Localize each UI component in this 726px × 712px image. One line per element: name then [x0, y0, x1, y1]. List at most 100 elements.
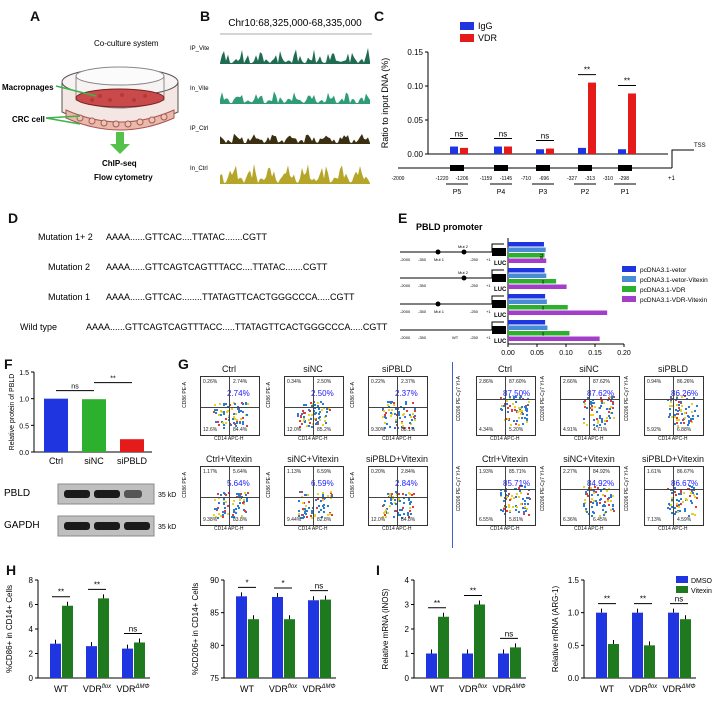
sig-label: *	[245, 578, 248, 587]
e-mark: -250	[470, 335, 479, 340]
quad-ul: 2.66%	[563, 379, 578, 385]
quad-ur: 2.37%	[401, 379, 416, 385]
ytick-label: 2	[29, 650, 34, 659]
quad-lr: 84.8%	[401, 517, 416, 523]
flow-xlabel: CD14 APC-H	[574, 436, 604, 442]
quad-ur: 6.59%	[317, 469, 332, 475]
c-primer-box	[450, 165, 464, 171]
c-bar-igg	[494, 146, 502, 154]
c-ytick-label: 0.15	[407, 48, 423, 57]
ytick-label: 3	[405, 601, 410, 610]
sig-label: **	[604, 595, 610, 604]
flow-plot-title: siNC	[303, 364, 323, 374]
quad-ll: 6.36%	[563, 517, 578, 523]
flow-ylabel: CD206 PE-Cy7 YI-A	[456, 376, 462, 422]
flow-dots	[561, 377, 619, 435]
quad-highlight: 2.74%	[227, 389, 250, 398]
quad-ur: 85.71%	[509, 469, 526, 475]
flow-plot-title: siNC+Vitexin	[287, 454, 339, 464]
xcat-label: VDRflox	[269, 684, 298, 694]
flow-xlabel: CD14 APC-H	[382, 436, 412, 442]
e-legend-label: pcDNA3.1-VDR	[640, 287, 686, 294]
c-ytick-label: 0.05	[407, 116, 423, 125]
flow-plot: 1.13% 6.59% 9.44% 82.8% 6.59%	[284, 466, 344, 526]
quad-ur: 84.92%	[593, 469, 610, 475]
f-ytick-label: 0.5	[19, 423, 29, 430]
f-sig: **	[110, 376, 116, 383]
i-legend-label: DMSO	[691, 578, 713, 585]
chip-qpcr-chart: 0.00 0.05 0.10 0.15 Ratio to input DNA (%) Ig…	[380, 21, 706, 196]
c-sig-label: **	[584, 66, 590, 75]
e-sig: **	[538, 280, 544, 284]
region-label: Chr10:68,325,000-68,335,000	[228, 18, 362, 29]
c-bar-vdr	[588, 82, 596, 154]
track-label-3: In_Ctrl	[190, 166, 208, 172]
quad-ll: 4.34%	[479, 427, 494, 433]
quad-highlight: 5.64%	[227, 479, 250, 488]
e-mark: Mut 1	[434, 309, 445, 314]
quad-highlight: 87.62%	[587, 389, 615, 398]
flow-plot: 0.20% 2.84% 12.0% 84.8% 2.84%	[368, 466, 428, 526]
e-title: PBLD promoter	[416, 222, 483, 232]
e-mark: -250	[470, 309, 479, 314]
xcat-label: VDRflox	[629, 684, 658, 694]
e-mark: -2000	[400, 309, 411, 314]
c-legend-swatch	[460, 22, 474, 30]
flow-plot: 2.86% 87.60% 4.34% 5.20% 87.50%	[476, 376, 536, 436]
track-signal-1	[220, 91, 370, 104]
e-legend-label: pcDNA3.1-vetor	[640, 267, 687, 274]
c-coord: -696	[539, 176, 549, 182]
e-arrow	[491, 295, 504, 304]
xcat-label: WT	[600, 684, 614, 694]
e-luc-box	[492, 274, 506, 282]
c-coord: -1220	[436, 176, 449, 182]
flow-ylabel: CD206 PE-Cy7 YI-A	[624, 376, 630, 422]
flow-plot: 0.26% 2.74% 12.6% 84.4% 2.74%	[200, 376, 260, 436]
qpcr-charts: 0 1 2 3 4 Relative mRNA (iNOS) ** WT ** VDRflox ns…	[381, 576, 713, 694]
d-row-label: Mutation 2	[48, 262, 90, 272]
bar-dmso	[462, 653, 473, 678]
quad-ur: 2.84%	[401, 469, 416, 475]
xcat-label: VDRΔMΦ	[492, 684, 525, 694]
e-bar	[508, 247, 546, 252]
e-arrow	[491, 269, 504, 278]
flow-label: Flow cytometry	[94, 173, 153, 182]
flow-ylabel: CD206 PE-Cy7 YI-A	[540, 466, 546, 512]
quad-ul: 0.34%	[287, 379, 302, 385]
quad-ul: 1.93%	[479, 469, 494, 475]
flow-xlabel: CD14 APC-H	[490, 436, 520, 442]
quad-lr: 5.20%	[509, 427, 524, 433]
flow-plot: 2.66% 87.62% 4.91% 4.71% 87.62%	[560, 376, 620, 436]
c-coord: -2000	[392, 176, 405, 182]
quad-lr: 5.81%	[509, 517, 524, 523]
c-region-label: P4	[497, 189, 506, 196]
i-legend-label: Vitexin	[691, 588, 712, 595]
flow-plot: 0.34% 2.50% 12.0% 85.2% 2.50%	[284, 376, 344, 436]
quad-highlight: 86.26%	[671, 389, 699, 398]
bar-vitexin	[474, 604, 485, 678]
e-mark: -250	[470, 257, 479, 262]
e-bar	[508, 325, 548, 330]
down-arrow-icon	[110, 132, 130, 154]
quad-ll: 12.0%	[287, 427, 302, 433]
d-row-seq: AAAA......GTTCAC....TTATAC.......CGTT	[106, 232, 268, 242]
ytick-label: 1.0	[568, 609, 580, 618]
quad-ul: 0.22%	[371, 379, 386, 385]
c-sig-label: ns	[541, 132, 549, 141]
e-bar	[508, 279, 557, 284]
xcat-label: WT	[430, 684, 444, 694]
f-blot-band	[124, 490, 142, 498]
bar-vitexin	[320, 599, 331, 678]
quad-ur: 87.62%	[593, 379, 610, 385]
flow-xlabel: CD14 APC-H	[490, 526, 520, 532]
e-legend-label: pcDNA3.1-VDR-Vitexin	[640, 297, 707, 304]
quad-ll: 9.38%	[203, 517, 218, 523]
flow-dots	[201, 377, 259, 435]
quad-ll: 12.0%	[371, 517, 386, 523]
c-bar-igg	[536, 149, 544, 154]
panel-letter-e: E	[398, 210, 408, 226]
e-bar	[508, 258, 547, 263]
c-legend-label: VDR	[478, 33, 498, 43]
e-luc-label: LUC	[494, 261, 507, 267]
ytick-label: 90	[210, 576, 219, 585]
